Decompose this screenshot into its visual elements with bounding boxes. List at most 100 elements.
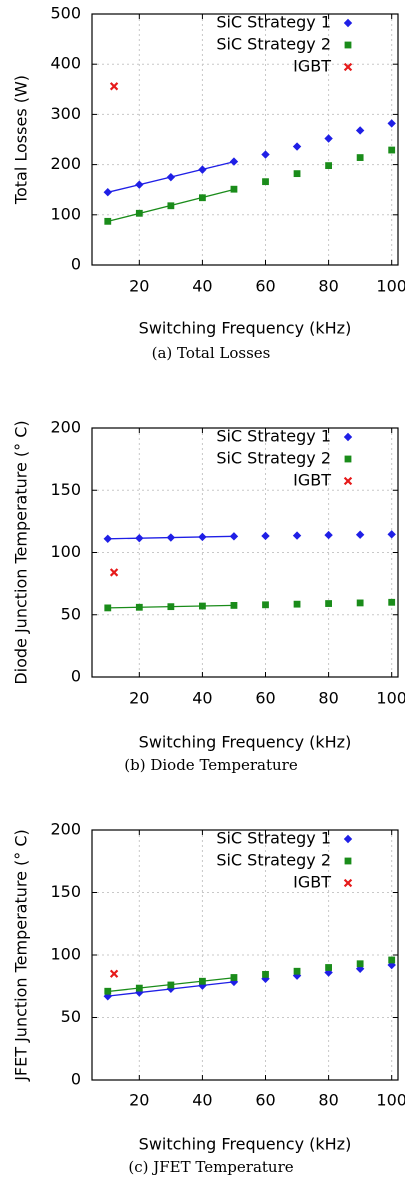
- y-tick-label: 300: [50, 104, 81, 123]
- data-point-diamond: [135, 180, 144, 189]
- legend-marker-diamond: [343, 432, 353, 442]
- data-point-diamond: [198, 532, 207, 542]
- data-point-square: [104, 217, 112, 225]
- data-point-x-stroke: [109, 568, 119, 577]
- legend-marker-diamond: [343, 834, 353, 844]
- data-point-square: [104, 987, 112, 995]
- figure-caption: (b) Diode Temperature: [124, 756, 298, 774]
- y-tick-label: 200: [50, 418, 81, 437]
- data-point-square: [356, 960, 364, 968]
- data-point-square: [388, 146, 396, 154]
- y-axis-label: JFET Junction Temperature (° C): [12, 829, 31, 1082]
- data-point-diamond: [103, 534, 112, 544]
- data-point-square: [167, 603, 175, 611]
- data-point-square: [293, 967, 301, 975]
- data-point-square: [325, 162, 332, 170]
- data-point-diamond: [261, 150, 270, 159]
- y-tick-label: 200: [50, 820, 81, 839]
- data-point-diamond: [103, 188, 112, 197]
- data-point-x-stroke: [109, 82, 119, 91]
- figure-caption: (c) JFET Temperature: [128, 1158, 293, 1176]
- data-point-square: [262, 601, 269, 609]
- data-point-diamond: [387, 119, 396, 128]
- x-tick-label: 100: [376, 277, 405, 296]
- data-point-square: [388, 956, 396, 964]
- data-point-diamond: [229, 532, 239, 541]
- data-point-square: [199, 977, 206, 985]
- data-point-square: [135, 603, 143, 611]
- legend-label: SiC Strategy 1: [216, 829, 331, 848]
- y-tick-label: 0: [71, 1070, 81, 1089]
- legend-label: IGBT: [293, 471, 331, 490]
- legend-marker-x: [343, 878, 353, 888]
- data-point-diamond: [135, 533, 144, 543]
- y-tick-label: 500: [50, 4, 81, 23]
- data-point-square: [230, 974, 238, 981]
- y-tick-label: 200: [50, 154, 81, 173]
- data-point-diamond: [198, 165, 207, 174]
- x-tick-label: 40: [192, 277, 212, 296]
- y-axis-label: Diode Junction Temperature (° C): [12, 420, 31, 684]
- data-point-square: [167, 202, 175, 210]
- chart-panel-3: 20 40 60 80 100 0 50 100 150 200 Switching Frequen…: [12, 820, 405, 1177]
- legend-marker-x-stroke: [343, 62, 353, 72]
- data-point-x-stroke: [109, 969, 119, 978]
- legend-marker-x: [343, 62, 353, 72]
- data-point-diamond: [292, 142, 302, 151]
- legend-label: IGBT: [293, 57, 331, 76]
- data-point-diamond: [387, 530, 396, 539]
- y-tick-label: 150: [50, 882, 81, 901]
- x-tick-label: 60: [255, 689, 275, 708]
- x-tick-label: 60: [255, 277, 275, 296]
- legend-label: SiC Strategy 1: [216, 427, 331, 446]
- data-point-x: [109, 82, 119, 91]
- data-point-square: [356, 154, 364, 161]
- data-point-diamond: [261, 531, 270, 541]
- y-tick-label: 0: [71, 255, 81, 274]
- y-tick-label: 400: [50, 54, 81, 73]
- data-point-square: [325, 600, 332, 607]
- x-tick-label: 80: [318, 277, 338, 296]
- legend-marker-x-stroke: [343, 476, 353, 486]
- data-point-square: [388, 598, 396, 606]
- data-point-diamond: [292, 531, 302, 540]
- y-tick-label: 50: [61, 604, 81, 623]
- data-point-square: [199, 194, 206, 202]
- legend-label: SiC Strategy 2: [216, 35, 331, 54]
- data-point-square: [135, 984, 143, 992]
- legend-label: SiC Strategy 1: [216, 13, 331, 32]
- y-tick-label: 0: [71, 667, 81, 686]
- data-point-diamond: [166, 172, 176, 182]
- data-point-x: [109, 969, 119, 978]
- data-point-square: [199, 602, 206, 610]
- legend-label: IGBT: [293, 873, 331, 892]
- y-axis-label: Total Losses (W): [12, 75, 31, 205]
- x-tick-label: 80: [318, 1091, 338, 1110]
- data-point-square: [356, 599, 364, 607]
- data-point-diamond: [229, 157, 239, 166]
- legend-marker-square: [344, 41, 352, 49]
- legend: SiC Strategy 1 SiC Strategy 2 IGBT: [216, 13, 353, 76]
- x-tick-label: 100: [376, 689, 405, 708]
- legend: SiC Strategy 1 SiC Strategy 2 IGBT: [216, 829, 353, 892]
- data-point-square: [230, 185, 238, 193]
- data-point-square: [135, 209, 143, 217]
- data-point-square: [325, 964, 332, 971]
- data-point-square: [167, 981, 175, 989]
- x-tick-label: 20: [129, 277, 149, 296]
- data-point-square: [262, 178, 269, 186]
- data-point-square: [293, 170, 301, 178]
- x-tick-label: 100: [376, 1091, 405, 1110]
- x-tick-label: 40: [192, 689, 212, 708]
- legend-marker-x-stroke: [343, 878, 353, 888]
- figure-caption: (a) Total Losses: [152, 344, 271, 362]
- data-point-square: [293, 600, 301, 608]
- legend-label: SiC Strategy 2: [216, 449, 331, 468]
- data-point-x: [109, 568, 119, 577]
- legend-marker-x: [343, 476, 353, 486]
- x-tick-label: 20: [129, 1091, 149, 1110]
- x-axis-label: Switching Frequency (kHz): [139, 319, 352, 338]
- data-point-diamond: [166, 533, 176, 542]
- plot-frame: [91, 13, 399, 266]
